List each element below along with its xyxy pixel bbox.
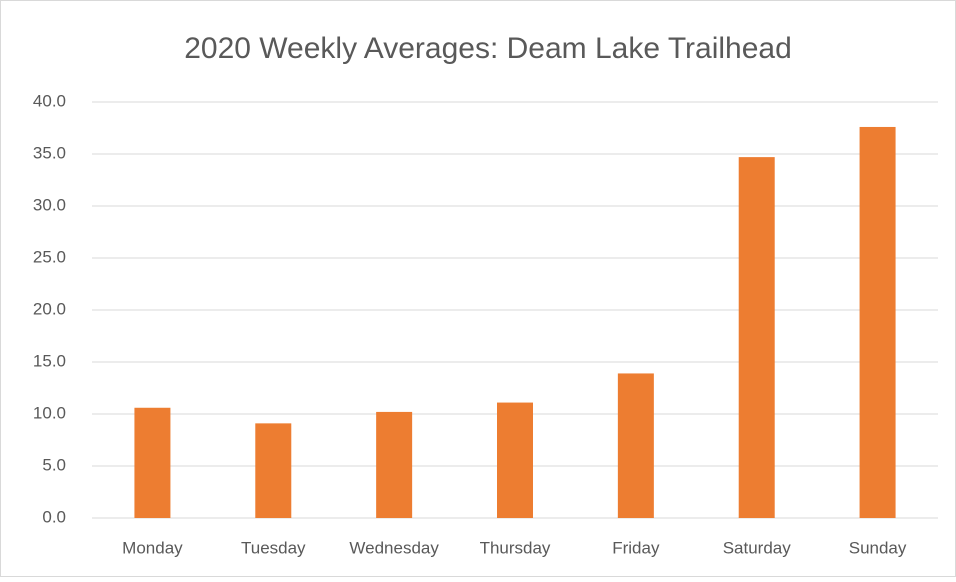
bar bbox=[376, 411, 413, 518]
y-tick-label: 25.0 bbox=[33, 247, 66, 266]
x-tick-label: Wednesday bbox=[349, 538, 439, 557]
y-tick-label: 15.0 bbox=[33, 351, 66, 370]
y-tick-label: 40.0 bbox=[33, 91, 66, 110]
bar bbox=[134, 407, 171, 518]
x-tick-label: Tuesday bbox=[241, 538, 306, 557]
y-tick-label: 5.0 bbox=[42, 455, 66, 474]
x-tick-label: Thursday bbox=[480, 538, 551, 557]
y-tick-label: 10.0 bbox=[33, 403, 66, 422]
x-tick-label: Saturday bbox=[723, 538, 792, 557]
bar bbox=[617, 373, 654, 518]
x-tick-label: Friday bbox=[612, 538, 660, 557]
y-tick-label: 30.0 bbox=[33, 195, 66, 214]
x-tick-label: Sunday bbox=[849, 538, 907, 557]
y-tick-label: 0.0 bbox=[42, 507, 66, 526]
bar bbox=[255, 423, 292, 518]
bar bbox=[738, 157, 775, 518]
chart-title: 2020 Weekly Averages: Deam Lake Trailhea… bbox=[184, 32, 792, 65]
y-tick-label: 20.0 bbox=[33, 299, 66, 318]
bar bbox=[859, 126, 896, 519]
y-tick-label: 35.0 bbox=[33, 143, 66, 162]
x-tick-label: Monday bbox=[122, 538, 183, 557]
bar bbox=[497, 402, 533, 518]
